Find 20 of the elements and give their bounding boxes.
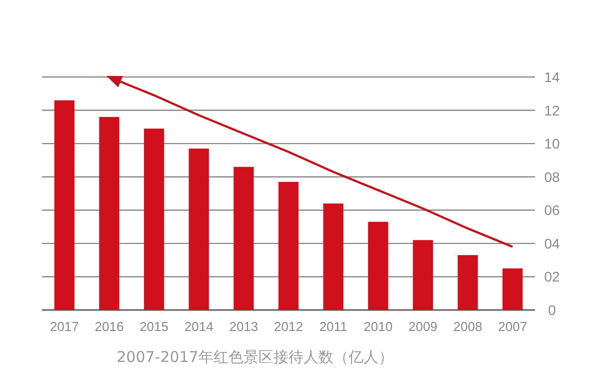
y-tick-label: 14 xyxy=(544,69,560,85)
y-tick-label: 06 xyxy=(544,202,560,218)
y-tick-label: 12 xyxy=(544,102,560,118)
x-tick-label: 2007 xyxy=(498,319,528,334)
x-tick-label: 2014 xyxy=(184,319,214,334)
x-tick-label: 2011 xyxy=(319,319,348,334)
x-tick-label: 2013 xyxy=(229,319,258,334)
y-tick-label: 02 xyxy=(544,268,560,285)
y-tick-label: 04 xyxy=(544,235,560,252)
x-tick-label: 2009 xyxy=(408,319,438,334)
x-tick-label: 2017 xyxy=(50,319,79,334)
y-tick-label: 0 xyxy=(548,302,556,318)
y-tick-label: 10 xyxy=(544,136,560,152)
x-tick-label: 2016 xyxy=(94,319,124,334)
x-tick-label: 2015 xyxy=(140,319,169,334)
x-tick-label: 2010 xyxy=(364,319,393,334)
x-tick-label: 2012 xyxy=(274,319,303,334)
x-tick-label: 2008 xyxy=(453,319,482,334)
text: 2007-2017年红色景区接待人数（亿人） xyxy=(116,348,394,366)
y-tick-label: 08 xyxy=(544,168,560,185)
